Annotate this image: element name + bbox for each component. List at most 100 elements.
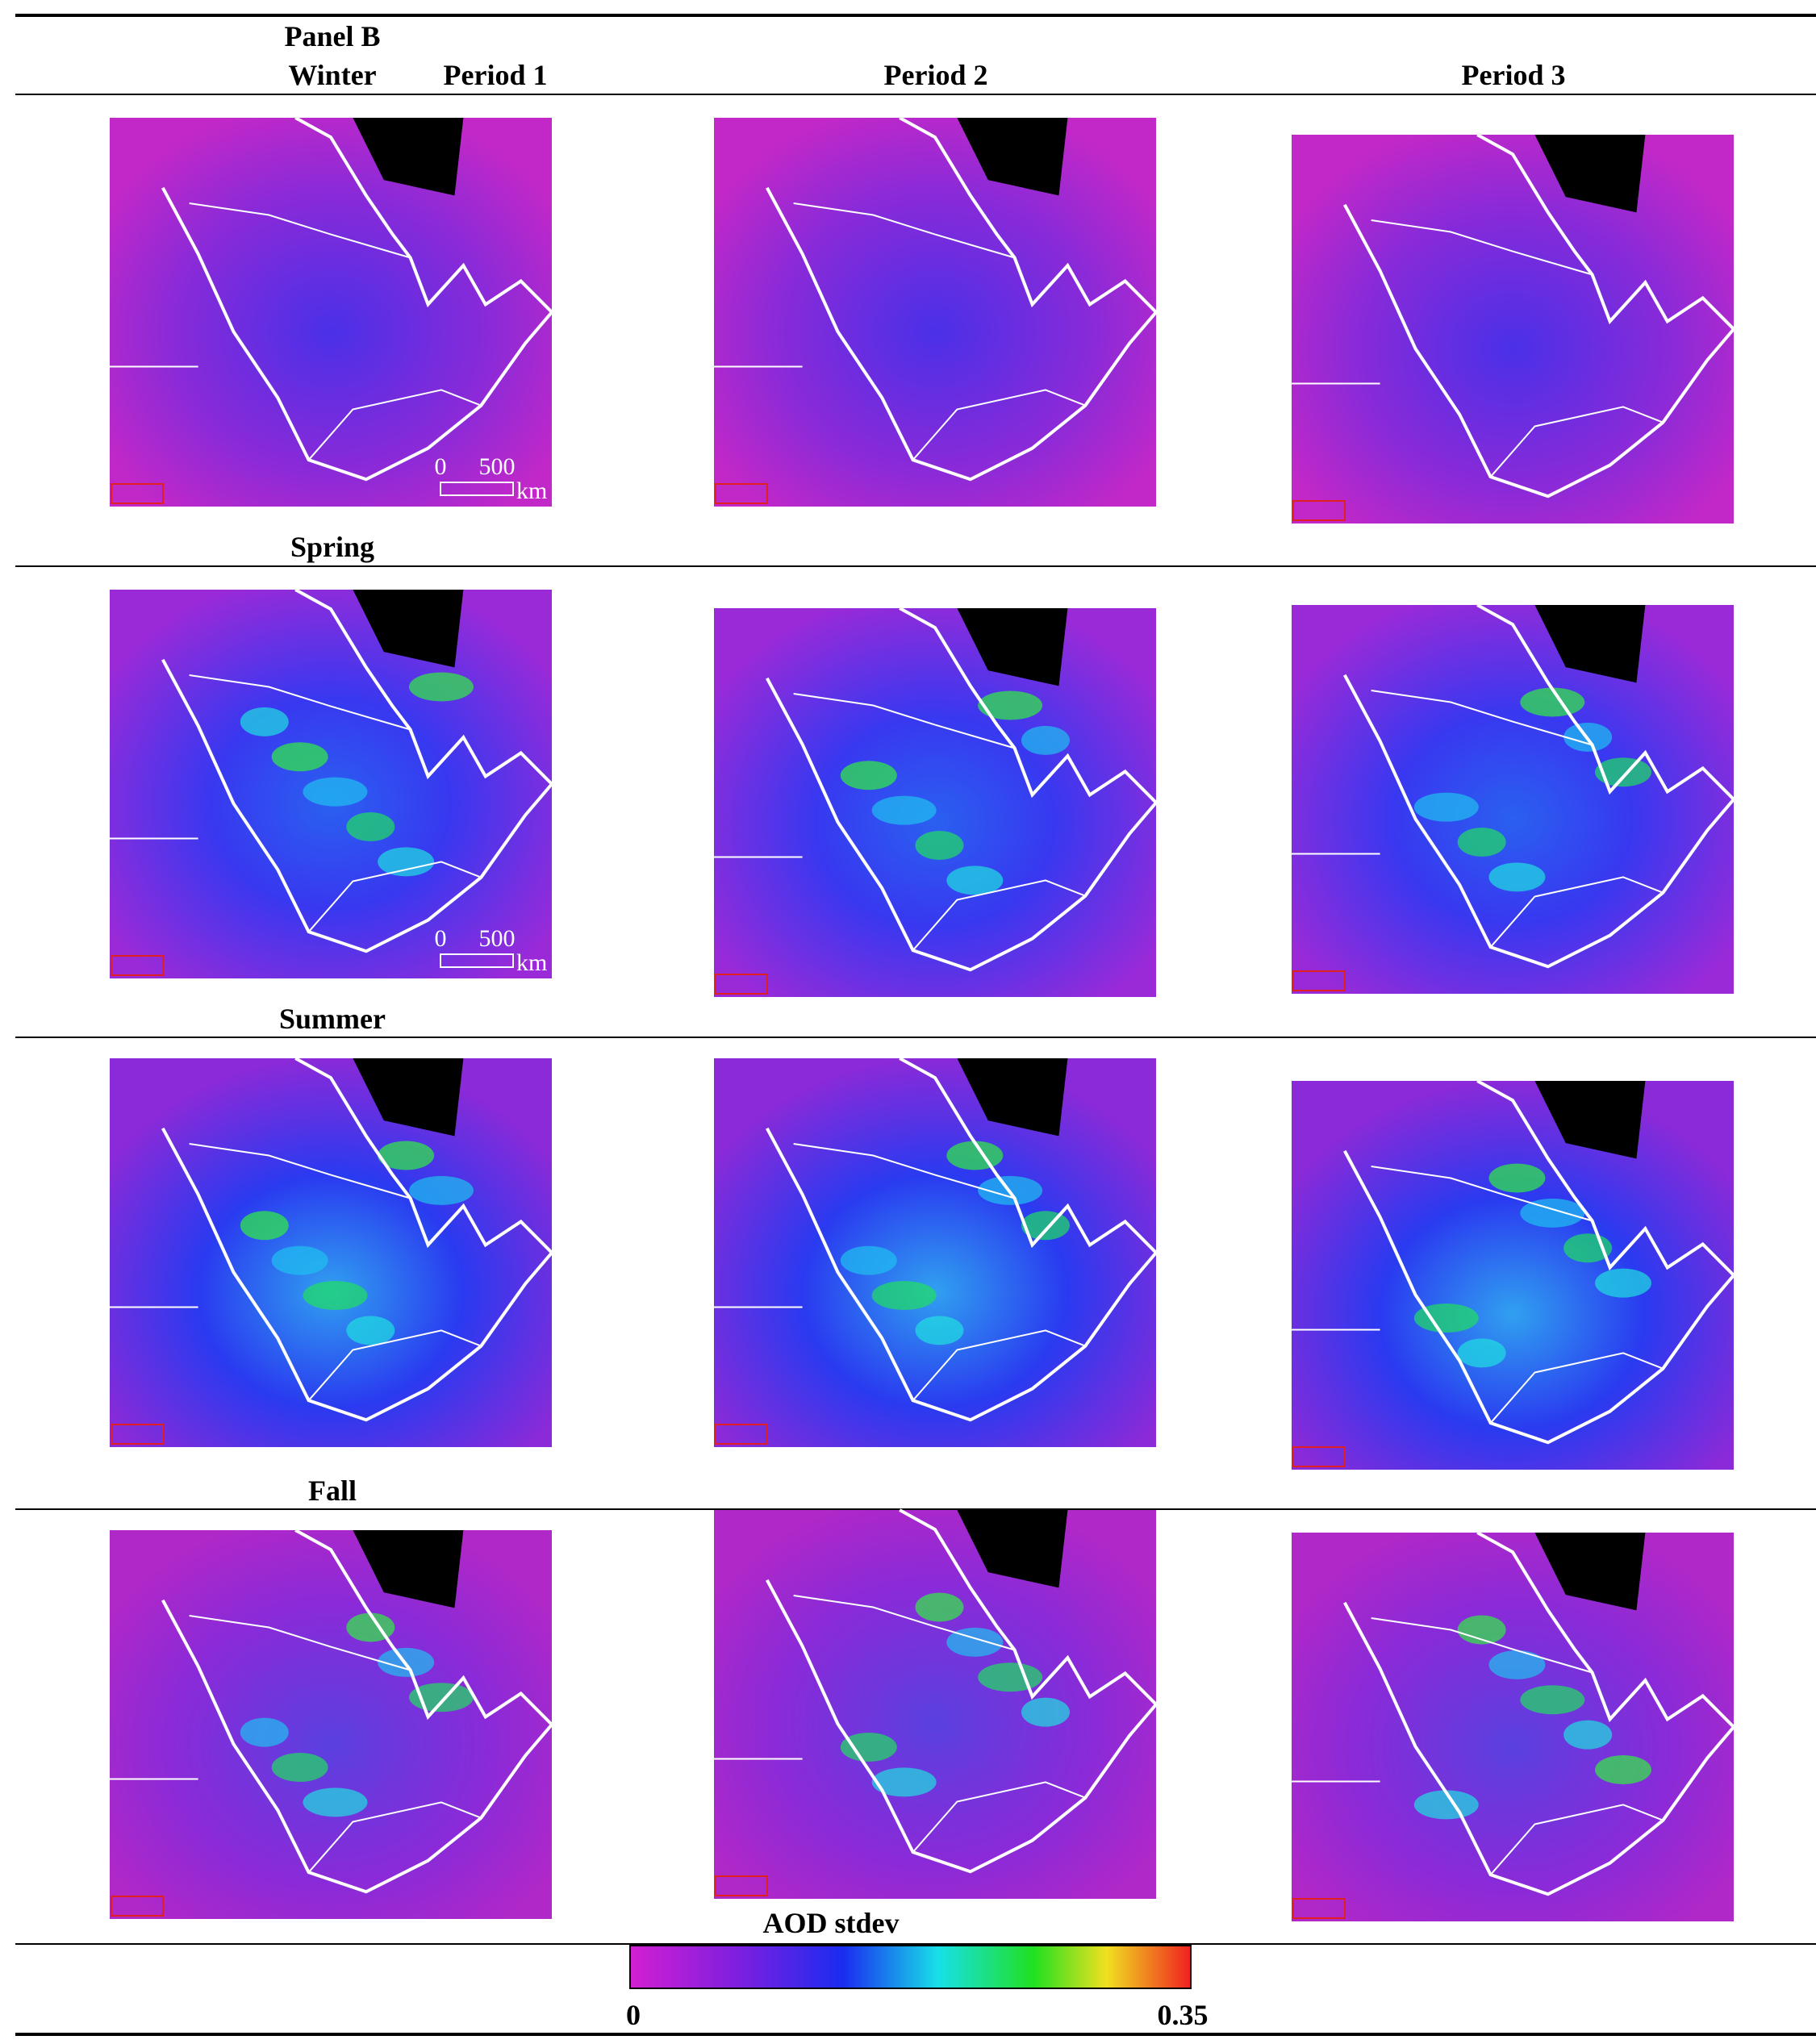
panel-label: Panel B bbox=[284, 20, 380, 52]
no-data bbox=[957, 1058, 1068, 1137]
aod-patch bbox=[1413, 1304, 1479, 1333]
aod-patch bbox=[1488, 1650, 1546, 1679]
aod-patch bbox=[1457, 828, 1506, 857]
border bbox=[912, 389, 1086, 461]
map bbox=[1292, 133, 1736, 524]
no-data bbox=[353, 590, 464, 668]
aod-patch bbox=[840, 1245, 897, 1275]
aod-patch bbox=[840, 761, 897, 790]
aod-patch bbox=[240, 1717, 289, 1747]
coastline bbox=[765, 607, 1158, 972]
map bbox=[714, 607, 1158, 997]
aod-patch bbox=[346, 1316, 395, 1345]
map-background bbox=[714, 1510, 1156, 1899]
map bbox=[110, 1057, 554, 1447]
coastline bbox=[1342, 1079, 1736, 1445]
coastline bbox=[161, 1057, 554, 1422]
coastline bbox=[161, 116, 554, 482]
scale-label: 0 bbox=[435, 925, 447, 952]
colorbar-label: AOD stdev bbox=[763, 1907, 900, 1939]
period-header: Period 3 bbox=[1462, 59, 1566, 91]
border bbox=[189, 674, 411, 731]
map-background bbox=[1292, 135, 1734, 524]
aod-patch bbox=[1413, 1790, 1479, 1820]
logo bbox=[111, 955, 164, 976]
aod-patch bbox=[871, 1767, 937, 1797]
coastline bbox=[1342, 603, 1736, 969]
season-label: Fall bbox=[308, 1475, 357, 1507]
aod-patch bbox=[1595, 757, 1651, 787]
aod-patch bbox=[378, 847, 435, 877]
aod-patch bbox=[915, 1316, 964, 1345]
no-data bbox=[1534, 135, 1646, 213]
border bbox=[1489, 406, 1664, 478]
map-background bbox=[110, 1530, 552, 1919]
no-data bbox=[353, 1530, 464, 1608]
logo bbox=[715, 1424, 768, 1445]
aod-patch bbox=[1021, 725, 1070, 755]
logo bbox=[111, 1424, 164, 1445]
colorbar-ticks: 0 0.35 bbox=[626, 1999, 1209, 2031]
coastline bbox=[161, 1529, 554, 1894]
aod-patch bbox=[240, 1211, 289, 1241]
scale-label: 0 bbox=[435, 453, 447, 480]
border bbox=[1371, 1617, 1593, 1674]
aod-patch bbox=[915, 1592, 964, 1622]
aod-patch bbox=[1595, 1268, 1651, 1298]
border bbox=[1371, 690, 1593, 746]
logo bbox=[715, 974, 768, 995]
border bbox=[912, 1329, 1086, 1401]
period-header: Period 2 bbox=[884, 59, 988, 91]
period-header: Period 1 bbox=[444, 59, 548, 91]
coastline bbox=[1342, 133, 1736, 498]
aod-patch bbox=[1520, 1685, 1585, 1715]
season-label: Summer bbox=[279, 1003, 386, 1035]
map bbox=[714, 1057, 1158, 1447]
map-background bbox=[714, 608, 1156, 997]
season-label: Spring bbox=[290, 531, 374, 563]
no-data bbox=[1534, 605, 1646, 683]
border bbox=[1371, 1166, 1593, 1222]
aod-patch bbox=[1488, 1163, 1546, 1193]
aod-patch bbox=[271, 1753, 328, 1783]
aod-patch bbox=[1457, 1338, 1506, 1368]
aod-patch bbox=[871, 795, 937, 825]
colorbar-tick: 0.35 bbox=[1158, 1999, 1209, 2031]
logo bbox=[715, 1875, 768, 1896]
aod-patch bbox=[303, 777, 368, 807]
map-background bbox=[714, 118, 1156, 507]
border bbox=[1489, 1804, 1664, 1875]
coastline bbox=[161, 588, 554, 953]
border bbox=[912, 1781, 1086, 1853]
logo bbox=[111, 483, 164, 504]
aod-patch bbox=[409, 1175, 474, 1205]
aod-patch bbox=[1520, 1198, 1585, 1228]
border bbox=[793, 1595, 1015, 1651]
aod-patch bbox=[1021, 1697, 1070, 1727]
border bbox=[189, 1615, 411, 1671]
border bbox=[189, 202, 411, 259]
map bbox=[714, 116, 1158, 507]
logo bbox=[715, 483, 768, 504]
aod-patch bbox=[240, 707, 289, 736]
no-data bbox=[957, 118, 1068, 196]
no-data bbox=[353, 1058, 464, 1137]
map-background bbox=[110, 1058, 552, 1447]
border bbox=[793, 202, 1015, 259]
aod-patch bbox=[978, 690, 1043, 720]
aod-patch bbox=[978, 1662, 1043, 1692]
no-data bbox=[957, 1510, 1068, 1588]
aod-patch bbox=[303, 1281, 368, 1311]
map bbox=[1292, 603, 1736, 994]
aod-patch bbox=[1488, 862, 1546, 892]
border bbox=[189, 1143, 411, 1199]
border bbox=[1489, 1352, 1664, 1424]
map bbox=[1292, 1079, 1736, 1470]
scale-unit: km bbox=[516, 478, 547, 504]
aod-patch bbox=[871, 1281, 937, 1311]
aod-patch bbox=[840, 1733, 897, 1762]
aod-patch bbox=[1413, 792, 1479, 822]
